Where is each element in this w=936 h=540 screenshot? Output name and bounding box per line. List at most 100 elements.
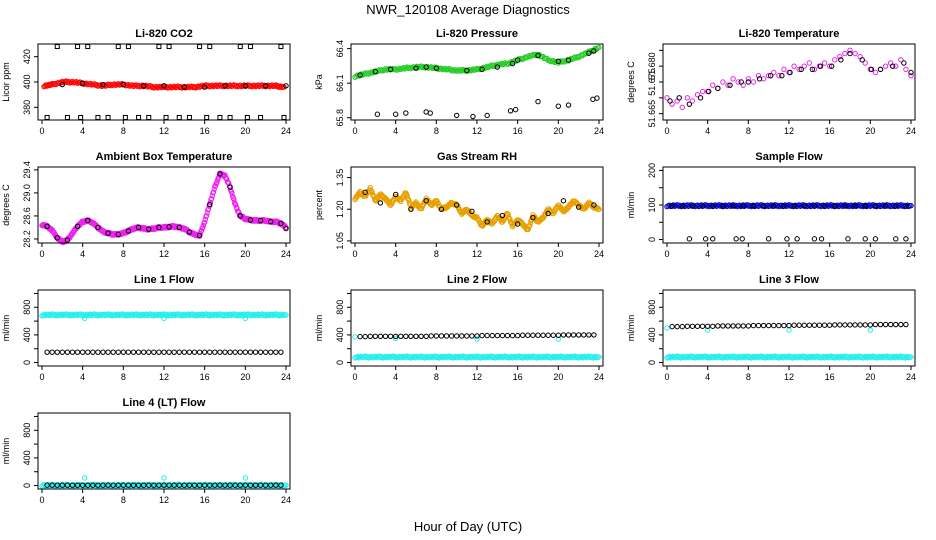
data-point <box>686 236 693 242</box>
data-point <box>413 333 419 339</box>
data-point <box>670 202 677 208</box>
data-point <box>44 114 50 120</box>
data-point <box>357 72 363 78</box>
data-point <box>466 66 473 73</box>
data-point <box>786 327 792 333</box>
data-point <box>212 183 219 189</box>
data-point <box>725 82 731 88</box>
series-2 <box>362 189 597 227</box>
data-point <box>177 311 184 318</box>
data-point <box>898 321 904 328</box>
data-point <box>786 322 792 329</box>
data-point <box>156 349 162 355</box>
data-point <box>201 219 208 226</box>
x-tick-label: 16 <box>513 249 523 259</box>
data-point <box>847 50 853 57</box>
data-point <box>365 353 371 360</box>
data-point <box>69 482 76 488</box>
data-point <box>82 315 88 322</box>
data-point <box>817 63 824 69</box>
data-point <box>514 57 521 63</box>
data-point <box>698 202 705 208</box>
data-point <box>247 311 254 318</box>
data-point <box>453 112 460 119</box>
x-tick-label: 0 <box>39 249 44 259</box>
data-point <box>95 224 101 231</box>
data-point <box>452 353 459 360</box>
data-point <box>237 311 243 318</box>
data-point <box>740 323 746 329</box>
data-point <box>392 66 399 72</box>
data-point <box>217 482 223 488</box>
data-point <box>265 481 271 488</box>
data-point <box>242 315 249 322</box>
data-point <box>273 482 279 488</box>
data-point <box>708 353 715 360</box>
data-point <box>214 178 221 184</box>
data-point <box>494 353 501 360</box>
data-point <box>171 311 177 317</box>
data-point <box>64 349 71 355</box>
data-point <box>115 231 121 238</box>
data-point <box>209 311 215 318</box>
data-point <box>227 184 233 190</box>
data-point <box>110 349 116 355</box>
data-point <box>157 311 163 317</box>
data-point <box>459 333 465 339</box>
data-point <box>432 64 438 70</box>
x-tick-label: 16 <box>825 372 835 382</box>
x-tick-label: 24 <box>281 372 291 382</box>
data-point <box>586 50 592 56</box>
data-point <box>858 353 865 360</box>
data-point <box>535 52 541 59</box>
data-point <box>257 217 264 224</box>
data-point <box>867 327 874 333</box>
series-3 <box>357 332 597 340</box>
x-tick-label: 4 <box>393 372 398 382</box>
data-point <box>781 203 787 209</box>
data-point <box>490 353 497 360</box>
data-point <box>689 323 696 329</box>
data-point <box>362 189 368 196</box>
y-tick-label: 380 <box>22 100 32 115</box>
data-point <box>750 79 757 85</box>
data-point <box>219 482 226 488</box>
data-point <box>550 353 556 360</box>
panel-title: Line 3 Flow <box>759 274 819 286</box>
x-tick-label: 20 <box>865 126 875 136</box>
data-point <box>225 179 231 186</box>
data-point <box>570 332 577 338</box>
data-point <box>904 353 910 360</box>
data-point <box>406 353 413 360</box>
data-point <box>204 114 210 120</box>
panel-6: Sample Flow ml/min 0 4 8 12 16 20 24 0 100 200 <box>626 151 916 259</box>
data-point <box>392 191 399 198</box>
x-tick-label: 20 <box>240 126 250 136</box>
data-point <box>834 202 840 208</box>
data-point <box>227 114 233 120</box>
x-tick-label: 8 <box>121 495 126 505</box>
data-point <box>247 482 254 488</box>
data-point <box>167 311 174 318</box>
y-tick-label: 0 <box>647 237 657 242</box>
data-point <box>722 202 729 208</box>
x-tick-label: 8 <box>746 249 751 259</box>
data-point <box>161 482 167 488</box>
x-tick-label: 0 <box>352 249 357 259</box>
data-point <box>233 202 239 208</box>
data-point <box>105 482 111 488</box>
data-point <box>367 333 373 339</box>
x-tick-label: 20 <box>240 372 250 382</box>
x-tick-label: 0 <box>664 372 669 382</box>
data-point <box>434 353 441 360</box>
data-point <box>222 83 228 89</box>
data-point <box>453 333 460 339</box>
data-point <box>357 333 363 340</box>
data-point <box>527 223 533 229</box>
data-point <box>857 322 863 328</box>
series-3 <box>669 321 909 330</box>
data-point <box>44 223 50 230</box>
panel-4: Ambient Box Temperature degrees C 0 4 8 12 16 2… <box>1 151 291 259</box>
data-point <box>235 208 241 214</box>
data-point <box>79 482 86 488</box>
